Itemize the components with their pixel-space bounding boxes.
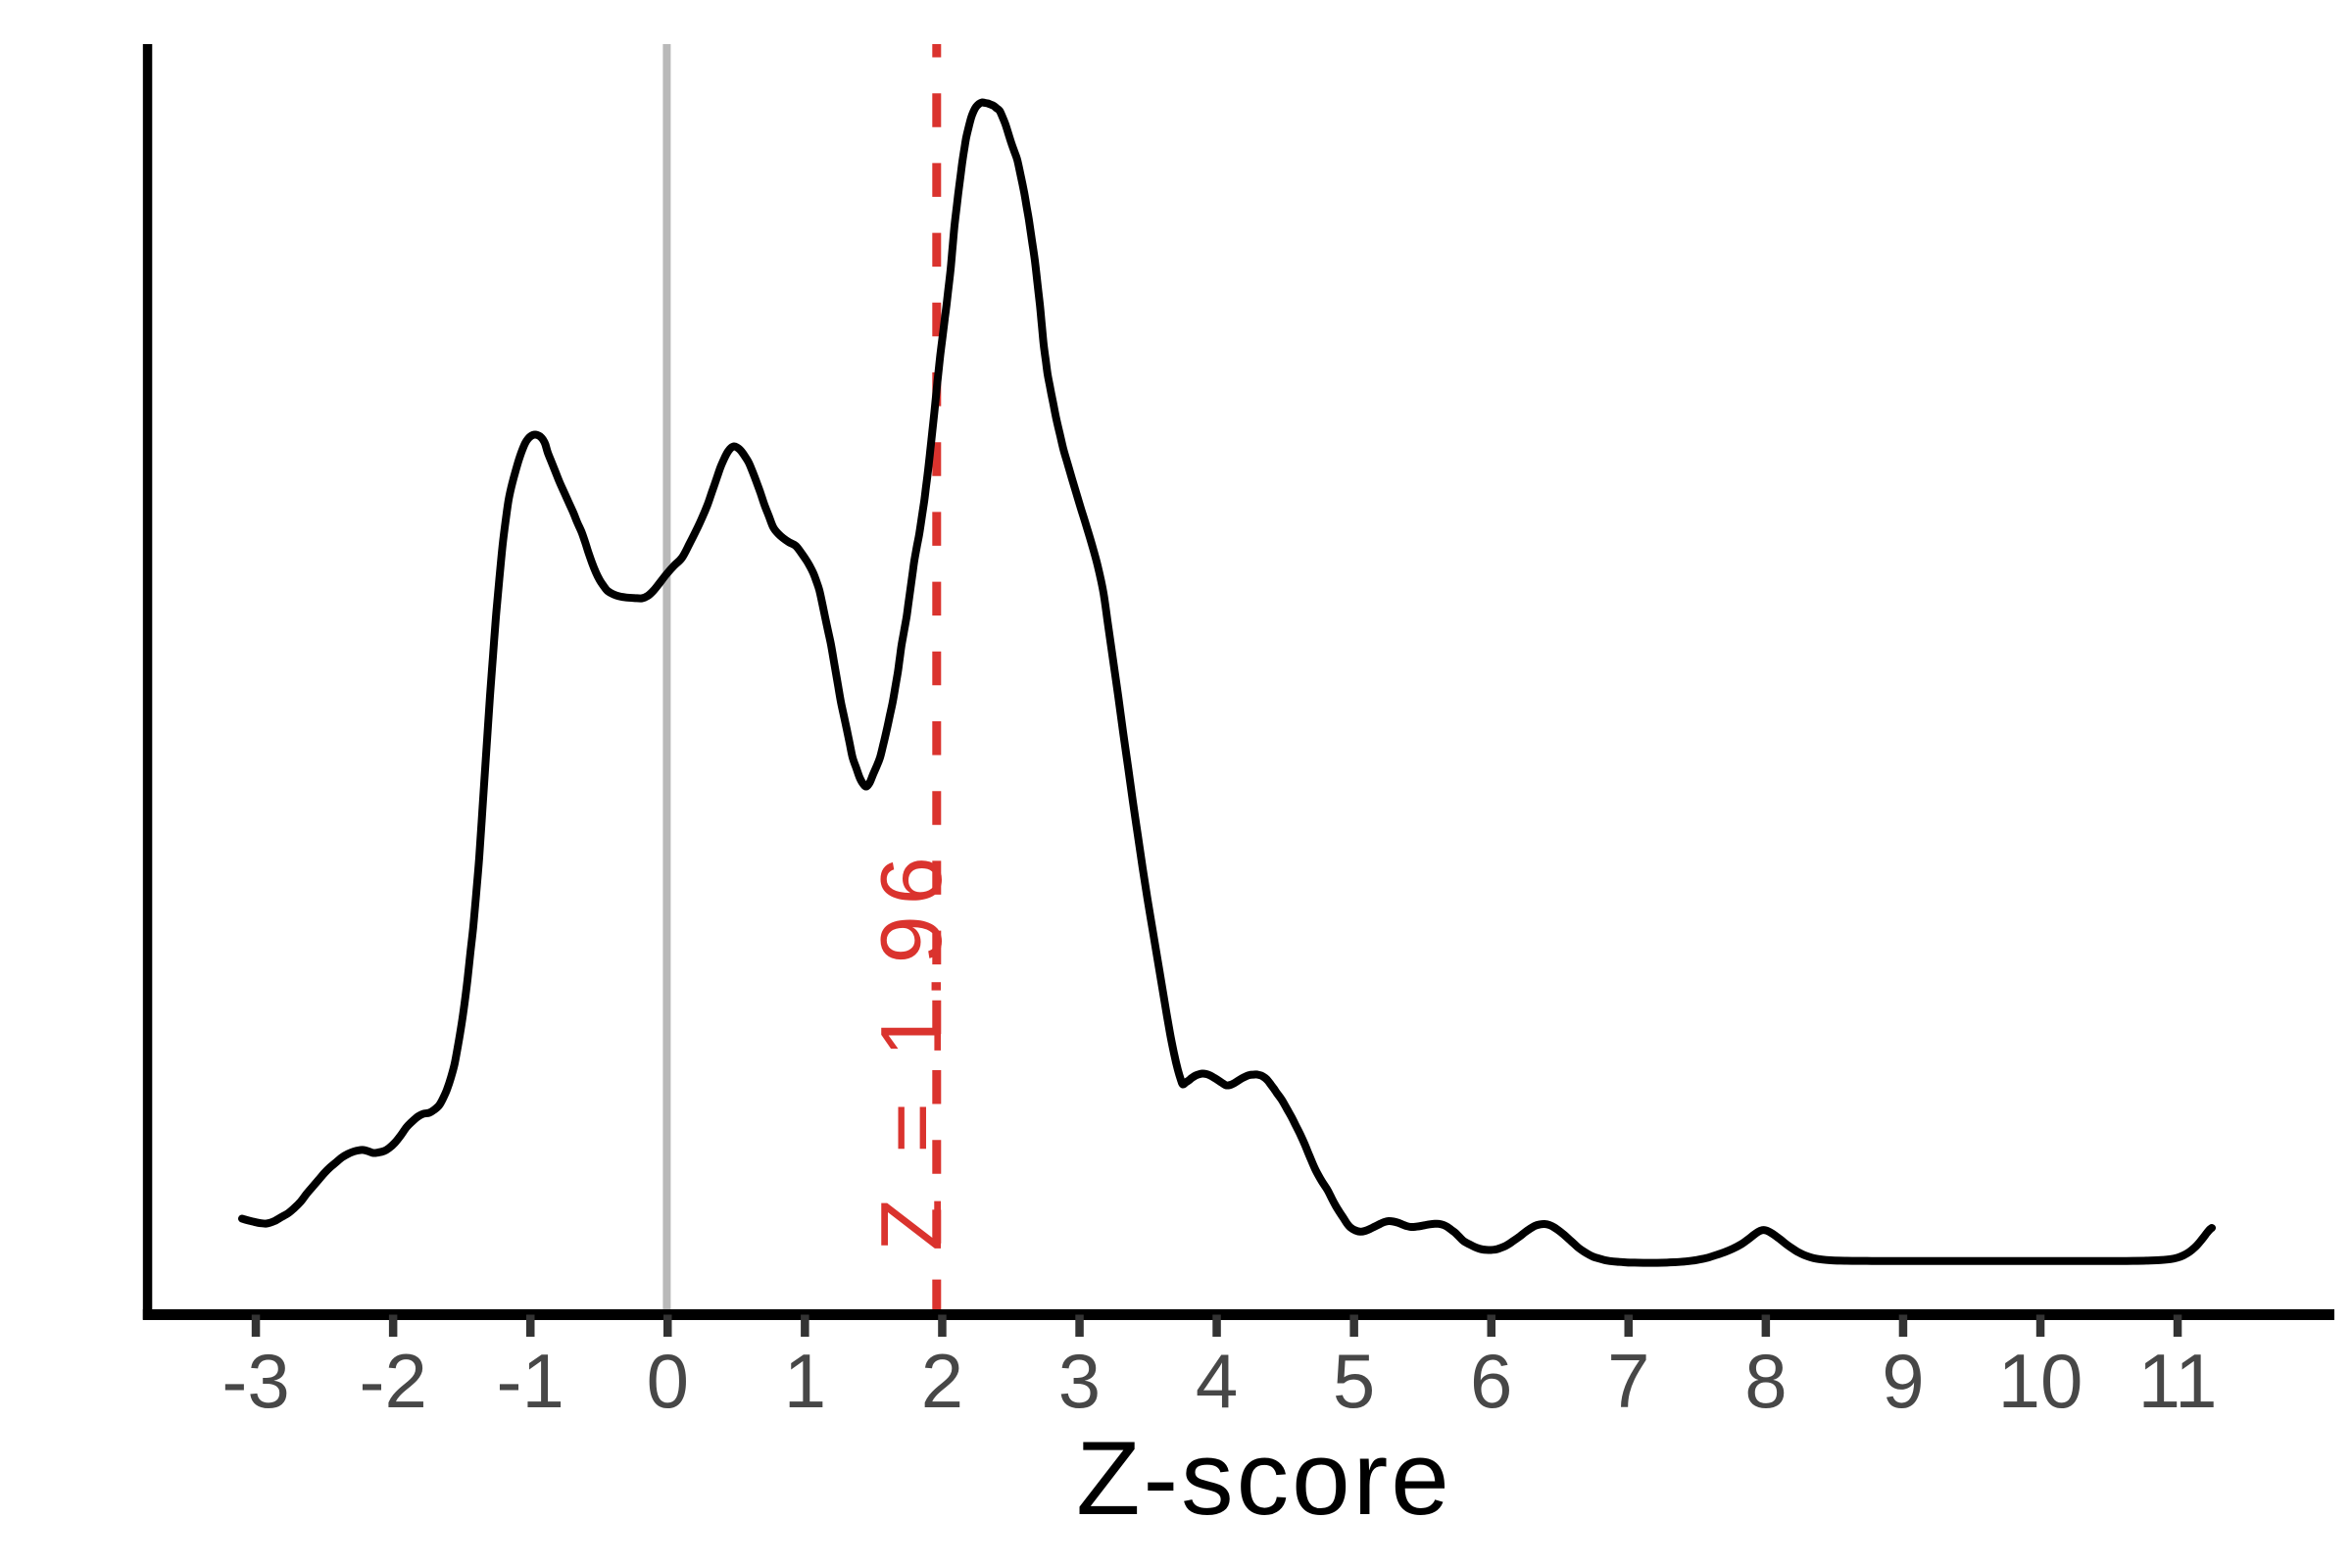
svg-text:1: 1 — [784, 1338, 826, 1424]
svg-text:11: 11 — [2138, 1338, 2218, 1424]
svg-text:Z-score: Z-score — [1076, 1419, 1452, 1537]
svg-text:0: 0 — [647, 1338, 689, 1424]
svg-text:-3: -3 — [221, 1338, 289, 1424]
svg-text:5: 5 — [1333, 1338, 1375, 1424]
svg-text:10: 10 — [1998, 1338, 2083, 1424]
svg-text:-2: -2 — [360, 1338, 427, 1424]
svg-text:-1: -1 — [497, 1338, 564, 1424]
svg-text:2: 2 — [921, 1338, 963, 1424]
svg-text:3: 3 — [1058, 1338, 1101, 1424]
svg-text:8: 8 — [1744, 1338, 1787, 1424]
svg-text:6: 6 — [1470, 1338, 1512, 1424]
svg-text:9: 9 — [1882, 1338, 1924, 1424]
svg-text:Z = 1.96: Z = 1.96 — [862, 846, 959, 1250]
svg-text:7: 7 — [1607, 1338, 1649, 1424]
svg-text:4: 4 — [1196, 1338, 1238, 1424]
